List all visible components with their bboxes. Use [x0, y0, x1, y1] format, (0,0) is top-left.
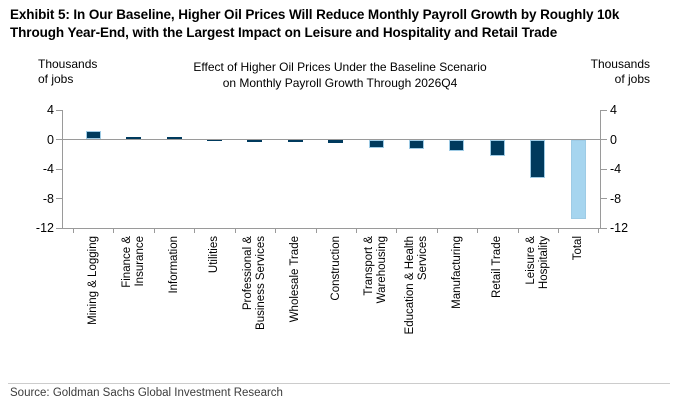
x-axis-label: Utilities	[200, 236, 228, 376]
x-axis-tick	[517, 229, 519, 233]
y-tick-label-right: 0	[610, 132, 617, 147]
x-axis-tick	[275, 229, 277, 233]
x-axis-label-line: Services	[416, 236, 429, 281]
x-axis-tick	[194, 229, 196, 233]
x-axis-label: Professional & Business Services	[241, 236, 269, 376]
y-tick-label-left: 0	[47, 132, 54, 147]
x-axis-label: Construction	[322, 236, 350, 376]
x-axis-label-line: Retail Trade	[490, 236, 503, 299]
x-axis-label-line: Professional &	[241, 236, 254, 311]
bar-total	[570, 139, 586, 220]
x-axis-tick	[234, 229, 236, 233]
x-axis-label: Information	[160, 236, 188, 376]
bar	[489, 139, 505, 157]
chart-title: Effect of Higher Oil Prices Under the Ba…	[193, 60, 487, 90]
x-axis-tick	[153, 229, 155, 233]
x-axis-label-line: Insurance	[133, 236, 146, 287]
y-axis-tick	[601, 168, 607, 170]
x-axis-label-line: Business Services	[254, 236, 267, 330]
bar	[409, 139, 425, 150]
x-axis-label: Total	[564, 236, 592, 376]
bar	[126, 136, 142, 140]
y-axis-tick	[56, 227, 62, 229]
y-tick-label-right: -12	[610, 221, 629, 235]
y-tick-label-right: -4	[610, 162, 622, 176]
x-axis-label-line: Information	[167, 236, 180, 294]
bar	[287, 139, 303, 143]
x-axis-tick	[477, 229, 479, 233]
x-axis-label-line: Education & Health	[403, 236, 416, 335]
x-axis-label: Retail Trade	[483, 236, 511, 376]
x-axis-tick	[73, 229, 74, 233]
x-axis-label-line: Wholesale Trade	[288, 236, 301, 323]
y-axis-tick	[56, 168, 62, 170]
y-tick-label-left: -12	[35, 221, 54, 235]
x-axis-label-line: Construction	[329, 236, 342, 301]
bar	[449, 139, 465, 151]
source-text: Source: Goldman Sachs Global Investment …	[10, 387, 283, 399]
x-axis-label-line: Transport &	[363, 236, 376, 296]
x-axis-label-line: Leisure &	[524, 236, 537, 285]
x-axis-label: Wholesale Trade	[281, 236, 309, 376]
x-axis-tick	[396, 229, 398, 233]
x-axis-label: Education & Health Services	[403, 236, 431, 376]
x-axis-label-line: Hospitality	[537, 236, 550, 290]
x-axis-label-line: Total	[571, 236, 584, 261]
y-axis-tick	[601, 109, 607, 111]
x-axis-label-line: Finance &	[120, 236, 133, 288]
y-axis-tick	[601, 198, 607, 199]
bar	[206, 139, 222, 141]
x-axis-label: Transport & Warehousing	[362, 236, 390, 376]
x-axis-tick	[355, 229, 357, 233]
x-axis-tick	[315, 229, 317, 233]
bar	[368, 139, 384, 148]
bar	[166, 137, 182, 140]
x-axis-label-line: Utilities	[207, 236, 220, 274]
x-axis-label-line: Mining & Logging	[86, 236, 99, 325]
bar	[530, 139, 546, 178]
bar	[328, 139, 344, 144]
right-axis-unit-label: Thousands of jobs	[590, 57, 650, 86]
source-divider	[8, 383, 670, 384]
y-axis-tick	[56, 109, 62, 111]
x-axis-label: Finance & Insurance	[120, 236, 148, 376]
y-tick-label-right: 4	[610, 103, 617, 117]
x-axis-label: Mining & Logging	[79, 236, 107, 376]
bar	[85, 130, 101, 140]
y-tick-label-left: -4	[42, 162, 54, 176]
x-axis-label: Manufacturing	[443, 236, 471, 376]
x-axis-label-line: Manufacturing	[450, 236, 463, 309]
y-tick-label-right: -8	[610, 191, 622, 206]
y-axis-left	[62, 110, 63, 229]
x-axis-label: Leisure & Hospitality	[524, 236, 552, 376]
x-axis-tick	[558, 229, 560, 233]
x-axis-tick	[113, 229, 115, 233]
x-axis-label-line: Warehousing	[376, 236, 389, 304]
x-axis-tick	[598, 229, 600, 233]
y-axis-right	[600, 110, 601, 229]
y-tick-label-left: 4	[47, 103, 54, 117]
x-axis-tick	[436, 229, 438, 233]
exhibit-title: Exhibit 5: In Our Baseline, Higher Oil P…	[10, 7, 620, 41]
y-axis-tick	[56, 198, 62, 199]
y-axis-tick	[601, 227, 607, 229]
x-axis-line	[62, 228, 601, 229]
left-axis-unit-label: Thousands of jobs	[38, 57, 98, 86]
bar	[247, 139, 263, 142]
y-axis-tick	[601, 139, 607, 140]
y-tick-label-left: -8	[42, 191, 54, 206]
y-axis-tick	[56, 139, 62, 140]
